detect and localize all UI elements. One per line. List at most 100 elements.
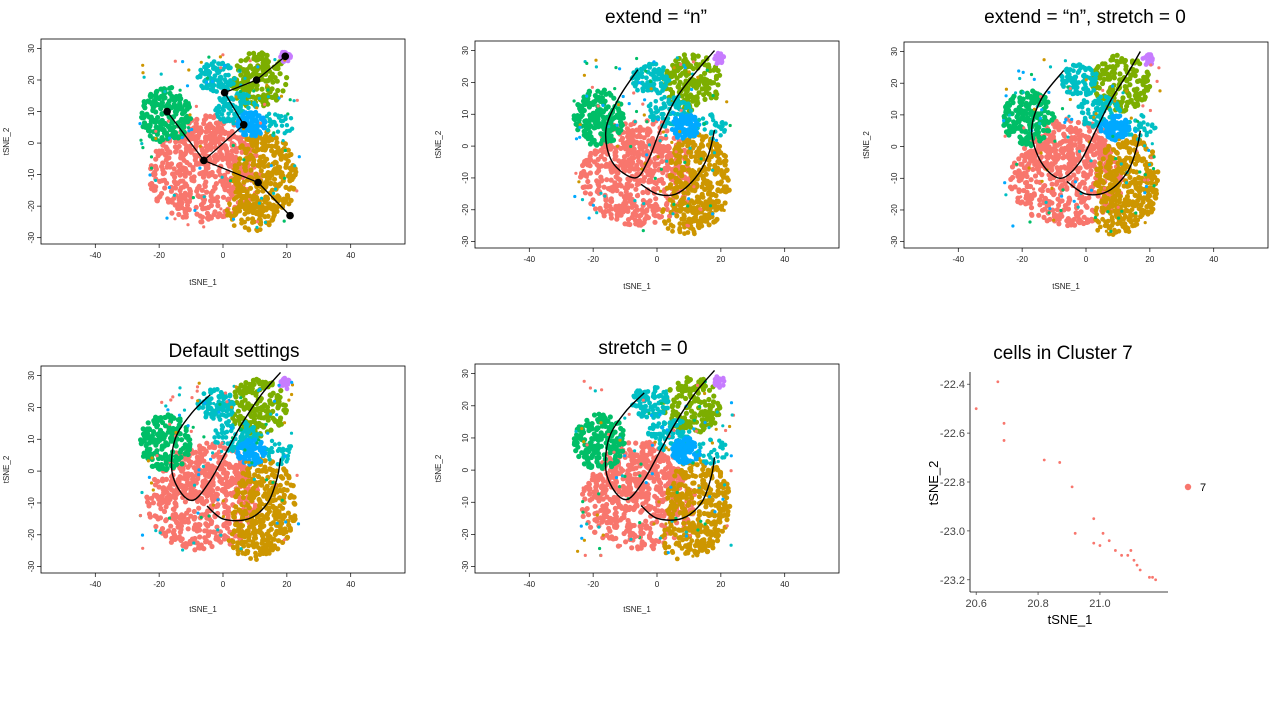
y-tick-label: -10 bbox=[27, 497, 36, 509]
panel-6-title: cells in Cluster 7 bbox=[993, 343, 1132, 364]
lineage-node bbox=[254, 178, 262, 187]
y-tick-label: 20 bbox=[461, 77, 470, 86]
lineage-edge bbox=[256, 55, 286, 81]
cell-cloud bbox=[138, 49, 301, 234]
y-tick-label: 10 bbox=[27, 434, 36, 443]
x-tick-label: 40 bbox=[346, 251, 355, 260]
x-tick-label: 0 bbox=[655, 255, 660, 264]
cluster-7-cell-point bbox=[1002, 439, 1006, 442]
y-tick-label: 20 bbox=[27, 402, 36, 411]
cluster-7-cell-point bbox=[1148, 575, 1151, 579]
cluster-7-cell-point bbox=[1092, 541, 1096, 545]
x-tick-label: 20 bbox=[1145, 255, 1154, 264]
y-tick-label: -10 bbox=[890, 172, 899, 184]
x-tick-label: 40 bbox=[780, 255, 789, 264]
y-axis-label: tSNE_2 bbox=[862, 131, 871, 159]
x-tick-label: -20 bbox=[153, 580, 165, 589]
panel-4-title: Default settings bbox=[169, 341, 300, 362]
principal-curve bbox=[604, 50, 716, 179]
y-tick-label: -10 bbox=[461, 172, 470, 184]
gg-y-tick-label: -22.4 bbox=[940, 379, 965, 391]
lineage-edge bbox=[166, 111, 205, 161]
cluster-7-cell-point bbox=[1129, 549, 1133, 552]
y-axis-label: tSNE_2 bbox=[2, 455, 11, 483]
x-tick-label: 40 bbox=[1209, 255, 1218, 264]
y-tick-label: -30 bbox=[27, 560, 36, 572]
y-tick-label: 0 bbox=[27, 468, 36, 473]
x-axis-label: tSNE_1 bbox=[189, 278, 217, 287]
x-tick-label: -40 bbox=[89, 251, 101, 260]
lineage-node bbox=[220, 88, 229, 97]
cluster-7-cell-point bbox=[1107, 539, 1111, 543]
y-tick-label: -30 bbox=[461, 560, 470, 572]
gg-x-tick-label: 20.8 bbox=[1027, 598, 1048, 610]
cluster-7-cell-point bbox=[1101, 531, 1105, 535]
x-axis-label: tSNE_1 bbox=[623, 605, 651, 614]
lineage-node bbox=[200, 156, 208, 165]
panel-5-title: stretch = 0 bbox=[598, 338, 687, 359]
gg-y-tick-label: -22.6 bbox=[940, 428, 965, 440]
x-tick-label: 0 bbox=[1084, 255, 1089, 264]
y-tick-label: 0 bbox=[890, 144, 899, 149]
y-tick-label: -10 bbox=[461, 496, 470, 508]
cluster-7-cell-point bbox=[1138, 568, 1142, 572]
gg-y-tick-label: -22.8 bbox=[940, 477, 965, 489]
gg-y-tick-label: -23.2 bbox=[940, 575, 965, 587]
gg-y-axis-label: tSNE_2 bbox=[926, 461, 941, 506]
principal-curve bbox=[1066, 130, 1141, 196]
gg-x-tick-label: 21.0 bbox=[1089, 598, 1110, 610]
y-tick-label: 0 bbox=[461, 143, 470, 148]
cluster-7-cell-point bbox=[1070, 485, 1074, 489]
x-tick-label: 0 bbox=[221, 580, 226, 589]
principal-curve bbox=[1030, 51, 1141, 180]
lineage-edge bbox=[203, 159, 259, 184]
cluster-7-cell-point bbox=[1098, 544, 1102, 547]
y-tick-label: -30 bbox=[27, 231, 36, 243]
y-tick-label: 30 bbox=[461, 369, 470, 378]
cluster-7-cell-point bbox=[1114, 549, 1117, 552]
y-tick-label: -20 bbox=[27, 528, 36, 540]
cluster-7-cell-point bbox=[1135, 563, 1139, 567]
lineage-node bbox=[252, 76, 261, 84]
panel-1-lineage-plot: -40 -20 0 20 40 -30 -20 -10 0 10 20 30 tSNE_1 tSNE_2 bbox=[2, 38, 406, 287]
cluster-7-cell-point bbox=[1132, 558, 1136, 562]
y-tick-label: 10 bbox=[27, 107, 36, 116]
x-tick-label: 0 bbox=[221, 251, 226, 260]
x-tick-label: -20 bbox=[587, 255, 599, 264]
y-tick-label: 20 bbox=[461, 401, 470, 410]
principal-curve bbox=[640, 457, 716, 521]
x-axis-label: tSNE_1 bbox=[189, 605, 217, 614]
cell-cloud bbox=[138, 375, 301, 562]
cluster-7-cell-point bbox=[1154, 578, 1158, 582]
panel-6-cluster-7: tSNE_1 tSNE_2 20.6 20.8 21.0 -22.4 -22.6 -22.… bbox=[926, 372, 1206, 627]
x-tick-label: 40 bbox=[346, 580, 355, 589]
y-tick-label: 0 bbox=[461, 467, 470, 472]
y-tick-label: 20 bbox=[890, 78, 899, 87]
cluster-7-cell-point bbox=[1058, 461, 1062, 464]
gg-x-axis-label: tSNE_1 bbox=[1048, 612, 1093, 627]
y-tick-label: 30 bbox=[27, 43, 36, 52]
y-tick-label: -30 bbox=[461, 235, 470, 247]
lineage-edge bbox=[257, 182, 291, 217]
cluster-7-cell-point bbox=[1151, 575, 1154, 579]
lineage-node bbox=[286, 211, 294, 220]
panel-3-extend-n-stretch-0: -40 -20 0 20 40 -30 -20 -10 0 10 20 30 tSNE_1 tSNE_2 bbox=[862, 41, 1269, 291]
legend-key-7 bbox=[1184, 483, 1192, 491]
x-tick-label: -20 bbox=[587, 580, 599, 589]
lineage-node bbox=[239, 120, 248, 129]
cluster-7-cell-point bbox=[996, 380, 1000, 384]
x-tick-label: -40 bbox=[523, 580, 535, 589]
gg-x-tick-label: 20.6 bbox=[965, 598, 986, 610]
panel-2-title: extend = “n” bbox=[605, 7, 707, 28]
legend-label-7: 7 bbox=[1200, 482, 1206, 494]
cluster-7-cell-point bbox=[1073, 531, 1077, 535]
x-tick-label: 0 bbox=[655, 580, 660, 589]
y-tick-label: 0 bbox=[27, 140, 36, 145]
cluster-7-cell-point bbox=[1120, 553, 1123, 557]
y-axis-label: tSNE_2 bbox=[2, 127, 11, 155]
y-tick-label: -20 bbox=[461, 203, 470, 215]
cluster-7-cell-point bbox=[1126, 553, 1130, 557]
cell-cloud bbox=[571, 374, 736, 562]
y-tick-label: 10 bbox=[461, 433, 470, 442]
principal-curve bbox=[170, 371, 282, 502]
